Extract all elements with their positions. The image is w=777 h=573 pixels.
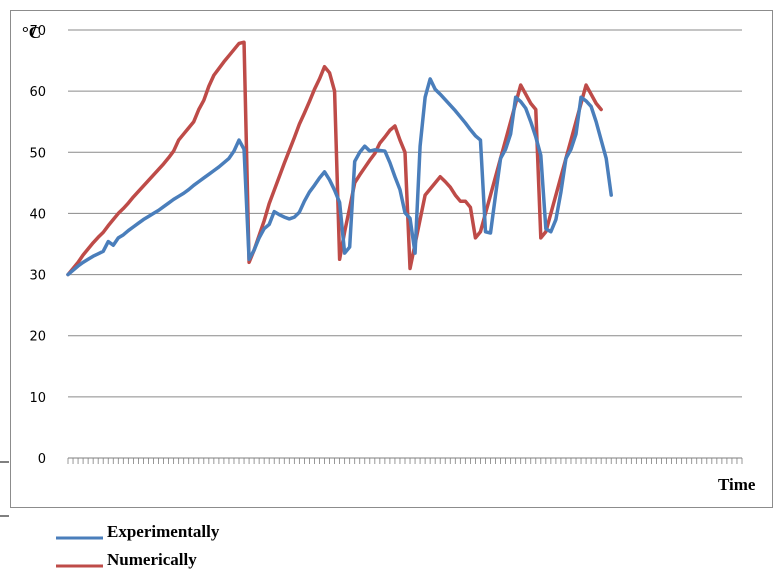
- x-axis-label: Time: [718, 475, 756, 494]
- y-tick-label: 40: [29, 207, 46, 222]
- series-lines: [66, 40, 613, 277]
- y-tick-label: 0: [38, 452, 46, 467]
- y-tick-label: 60: [29, 85, 46, 100]
- y-tick-label: 30: [29, 269, 46, 284]
- y-tick-label: 20: [29, 330, 46, 345]
- legend-label-experimentally: Experimentally: [107, 522, 220, 541]
- y-tick-label: 10: [29, 391, 46, 406]
- y-tick-labels: 0 10 20 30 40 50 60 70: [29, 24, 46, 467]
- gridlines: [68, 29, 742, 459]
- y-axis-unit: °C: [22, 23, 41, 42]
- y-tick-label: 50: [29, 146, 46, 161]
- legend: Experimentally Numerically: [56, 522, 220, 569]
- chart-area-border: [10, 10, 773, 508]
- y-tick-label: 70: [29, 24, 46, 39]
- x-axis: [67, 458, 743, 464]
- legend-label-numerically: Numerically: [107, 550, 197, 569]
- series-line-experimentally: [66, 77, 613, 277]
